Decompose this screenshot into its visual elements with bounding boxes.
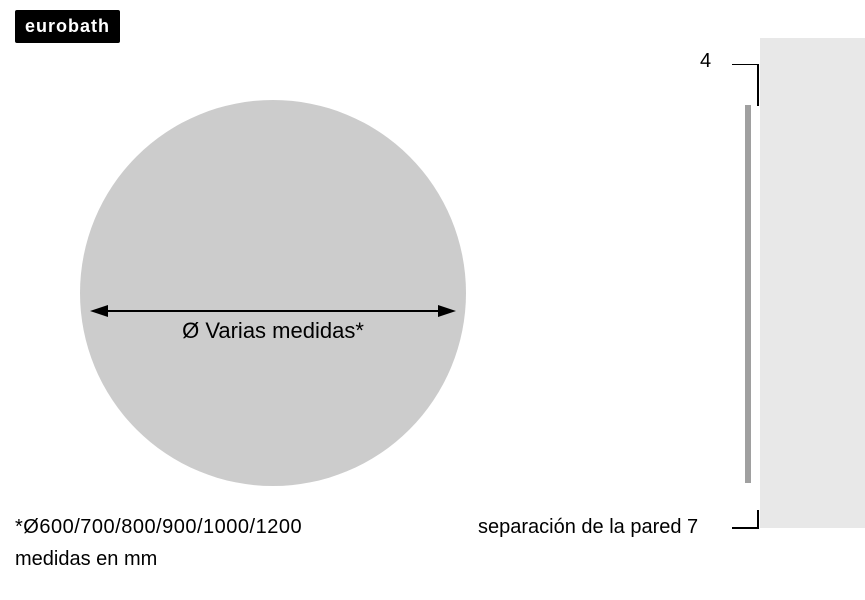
brand-logo: eurobath: [15, 10, 120, 43]
separation-label: separación de la pared 7: [478, 516, 698, 539]
mirror-side-profile: [745, 105, 751, 483]
separation-dimension-bracket-bottom: [732, 510, 762, 545]
thickness-dimension-bracket-top: [732, 64, 762, 113]
mirror-front-circle: [80, 100, 466, 486]
footnote-sizes: *Ø600/700/800/900/1000/1200: [15, 516, 302, 539]
footnote-units: medidas en mm: [15, 548, 157, 571]
wall-side-panel: [760, 38, 865, 528]
diameter-label: Ø Varias medidas*: [80, 318, 466, 344]
thickness-dimension-label: 4: [700, 50, 711, 73]
